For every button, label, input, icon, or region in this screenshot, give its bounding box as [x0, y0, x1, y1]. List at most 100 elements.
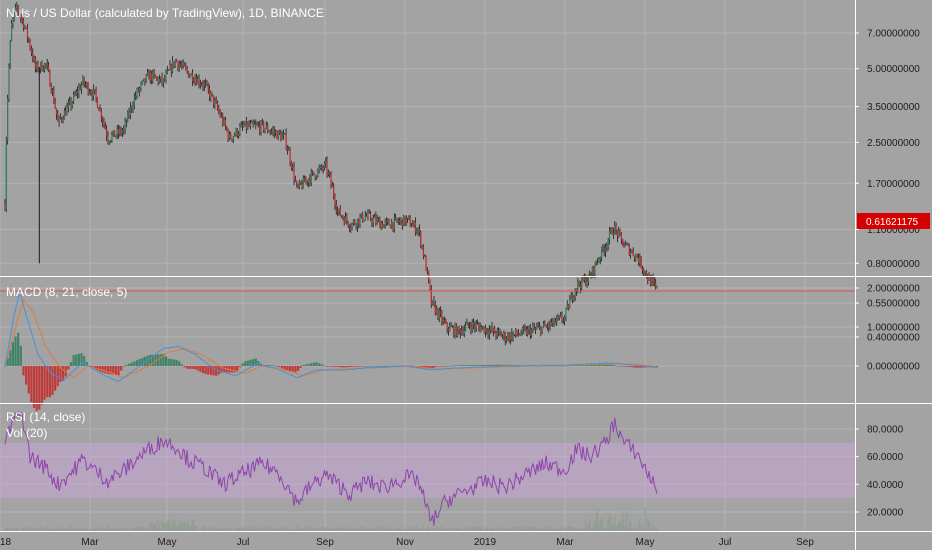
macd-histogram-bar [391, 365, 395, 367]
volume-bar [149, 521, 151, 531]
volume-bar [315, 529, 318, 531]
volume-bar [289, 529, 291, 531]
volume-bar [92, 529, 95, 531]
volume-bar [45, 528, 47, 531]
volume-bar [449, 527, 451, 531]
volume-bar [164, 523, 166, 531]
volume-bar [575, 529, 578, 531]
volume-bar [611, 523, 613, 531]
volume-bar [577, 528, 579, 531]
volume-bar [612, 524, 615, 531]
candle-body [158, 78, 161, 83]
candle-body [273, 130, 275, 133]
volume-bar [532, 526, 534, 531]
candle-body [520, 333, 522, 335]
volume-bar [626, 511, 628, 531]
x-tick-label: Sep [316, 537, 334, 548]
macd-histogram-bar [473, 365, 476, 366]
volume-bar [177, 527, 179, 531]
candle-body [5, 140, 7, 210]
macd-histogram-bar [632, 366, 635, 368]
candle-body [479, 326, 481, 331]
volume-bar [323, 527, 326, 531]
volume-bar [71, 529, 73, 531]
candle-body [168, 69, 170, 71]
y-tick-label: 2.00000000 [867, 284, 920, 295]
candle-body [281, 135, 283, 140]
candle-body [302, 178, 304, 188]
volume-bar [364, 527, 366, 531]
candle-body [557, 317, 559, 319]
volume-bar [145, 527, 147, 531]
volume-bar [292, 528, 294, 531]
macd-histogram-bar [252, 359, 255, 366]
candle-body [87, 83, 89, 93]
macd-histogram-bar [629, 366, 632, 368]
candle-body [198, 78, 200, 85]
candle-body [240, 124, 242, 127]
volume-bar [447, 527, 450, 531]
volume-bar [116, 529, 118, 531]
candle-body [385, 220, 388, 222]
candle-body [160, 76, 162, 79]
macd-histogram-bar [328, 366, 331, 367]
volume-bar [471, 527, 473, 531]
macd-histogram-bar [104, 366, 107, 374]
macd-histogram-bar [85, 362, 88, 366]
candle-body [519, 334, 521, 336]
candle-body [96, 97, 98, 108]
volume-bar [651, 526, 653, 531]
candle-body [610, 229, 612, 232]
volume-bar [41, 526, 43, 531]
macd-histogram-bar [175, 359, 178, 366]
macd-histogram-bar [96, 366, 99, 371]
price-axis[interactable]: 10.00000000 7.00000000 5.00000000 3.5000000… [855, 0, 926, 519]
volume-bar [334, 528, 336, 531]
volume-bar [540, 529, 542, 531]
candle-body [161, 76, 163, 83]
candle-body [626, 244, 628, 246]
candle-body [513, 334, 516, 336]
x-tick-label: 2018 [0, 537, 12, 548]
candle-body [582, 277, 584, 281]
volume-bar [293, 529, 295, 531]
volume-bar [375, 527, 377, 531]
volume-bar [498, 527, 500, 531]
volume-bar [67, 528, 69, 531]
volume-bar [380, 529, 382, 531]
macd-histogram-bar [122, 366, 125, 367]
time-axis[interactable]: 2018 Mar May Jul Sep Nov 2019 Mar May Jul Sep [0, 537, 814, 548]
volume-bar [459, 527, 461, 531]
candle-body [32, 52, 34, 60]
candle-body [84, 84, 87, 86]
macd-histogram-bar [307, 363, 310, 366]
candle-body [22, 19, 25, 29]
volume-bar [98, 526, 100, 531]
volume-bar [107, 526, 109, 531]
volume-bar [384, 529, 386, 531]
volume-bar [479, 528, 481, 531]
candle-body [218, 108, 220, 112]
volume-bar [38, 527, 40, 531]
candle-body [529, 328, 531, 336]
candle-body [360, 213, 362, 218]
candle-body [178, 64, 180, 68]
candle-body [57, 114, 59, 122]
candle-body [521, 327, 523, 334]
candle-body [301, 184, 303, 188]
macd-histogram-bar [621, 366, 624, 367]
candle-body [644, 271, 646, 273]
candle-body [103, 121, 105, 125]
macd-histogram-bar [476, 365, 479, 366]
volume-bar [186, 523, 188, 531]
candle-body [478, 324, 480, 327]
candle-body [470, 326, 472, 330]
volume-bar [288, 529, 290, 531]
candle-body [608, 231, 611, 240]
volume-bar [608, 514, 611, 531]
candle-body [288, 150, 290, 152]
volume-bar [253, 526, 256, 531]
macd-histogram-bar [77, 353, 81, 366]
candle-body [614, 225, 616, 233]
